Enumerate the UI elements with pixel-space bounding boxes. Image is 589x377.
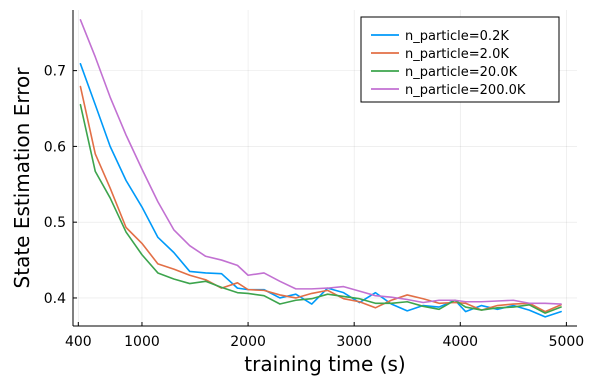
legend: n_particle=0.2K n_particle=2.0K n_particle… (360, 16, 560, 103)
x-axis-title: training time (s) (244, 352, 405, 376)
x-tick-label: 3000 (336, 334, 372, 350)
y-axis-title: State Estimation Error (10, 67, 34, 289)
x-tick-label: 5000 (549, 334, 585, 350)
x-tick-label: 2000 (230, 334, 266, 350)
legend-label-2: n_particle=2.0K (405, 47, 509, 62)
y-tick-label: 0.4 (44, 291, 66, 307)
series-line-2 (79, 85, 562, 313)
y-tick-label: 0.7 (44, 64, 66, 80)
y-tick-label: 0.6 (44, 139, 66, 155)
legend-box (360, 16, 560, 103)
axis-layer (72, 10, 577, 327)
legend-label-4: n_particle=200.0K (405, 83, 526, 98)
series-layer (79, 19, 562, 318)
legend-label-3: n_particle=20.0K (405, 65, 518, 80)
series-line-4 (79, 19, 562, 305)
legend-items: n_particle=0.2K n_particle=2.0K n_particle… (371, 29, 526, 98)
series-line-3 (79, 103, 562, 314)
y-tick-label: 0.5 (44, 215, 66, 231)
legend-label-1: n_particle=0.2K (405, 29, 509, 44)
tick-layer: 400 1000 2000 3000 4000 5000 0.4 0.5 0.6 0.7 (44, 64, 584, 350)
x-tick-label: 1000 (124, 334, 160, 350)
x-tick-label: 4000 (442, 334, 478, 350)
x-tick-label: 400 (65, 334, 92, 350)
